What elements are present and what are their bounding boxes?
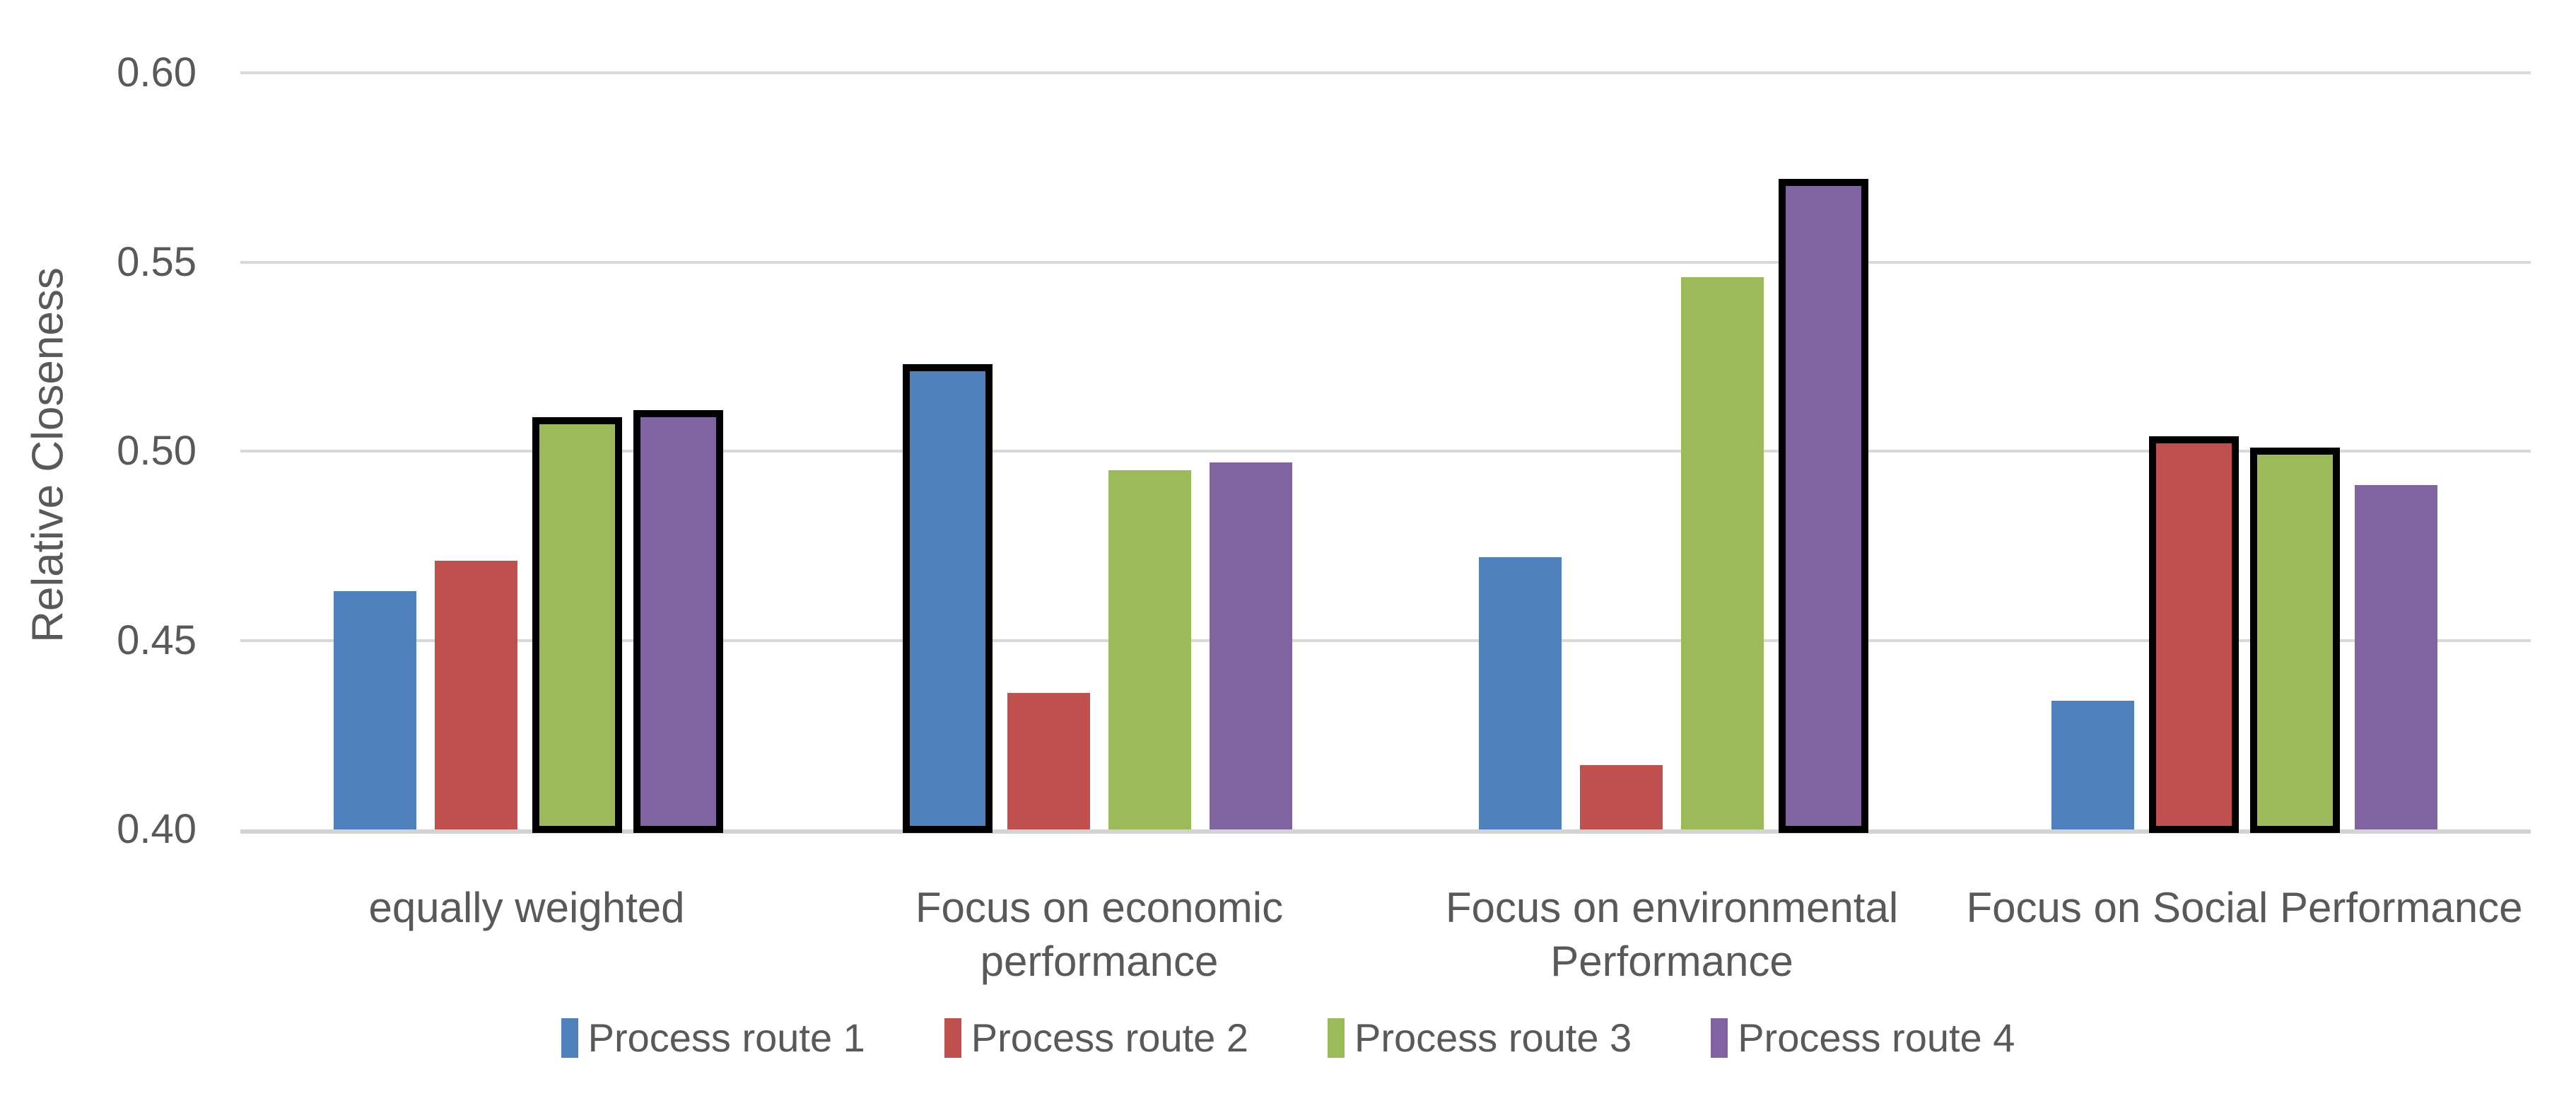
x-category-label-line: Focus on economic [915,884,1284,931]
x-category-label: equally weighted [198,881,855,935]
bar-series4-cat1 [633,409,723,833]
legend-swatch-icon [944,1018,961,1058]
gridline-0.50 [240,450,2531,453]
y-tick-label: 0.55 [117,238,197,285]
legend: Process route 1 Process route 2 Process ro… [0,1018,2576,1058]
legend-item-2: Process route 2 [944,1018,1248,1058]
legend-item-4: Process route 4 [1711,1018,2015,1058]
legend-item-3: Process route 3 [1328,1018,1632,1058]
legend-label: Process route 1 [587,1015,865,1060]
bar-series4-cat3 [1779,179,1868,833]
bar-series3-cat1 [532,417,622,833]
bar-series3-cat3 [1681,276,1764,829]
gridline-0.55 [240,260,2531,264]
x-category-label: Focus on Social Performance [1916,881,2573,935]
x-category-label-line: Performance [1550,938,1793,985]
y-tick-label: 0.60 [117,49,197,95]
y-tick-label: 0.50 [117,428,197,474]
x-category-label: Focus on environmental Performance [1343,881,2001,989]
gridline-0.60 [240,71,2531,74]
x-category-label-line: Focus on environmental [1445,884,1899,931]
bar-series1-cat4 [2051,701,2134,829]
x-category-label: Focus on economic performance [771,881,1428,989]
x-category-label-line: equally weighted [368,884,685,931]
bar-series2-cat1 [435,561,517,829]
bar-series4-cat2 [1210,462,1292,829]
bar-series1-cat2 [903,364,993,833]
legend-swatch-icon [1328,1018,1345,1058]
legend-label: Process route 2 [971,1015,1248,1060]
y-tick-label: 0.45 [117,617,197,663]
bar-series2-cat2 [1007,693,1090,829]
legend-item-1: Process route 1 [561,1018,865,1058]
bar-series4-cat4 [2355,485,2437,829]
bar-series2-cat3 [1580,765,1663,829]
bar-series3-cat2 [1108,470,1191,829]
legend-swatch-icon [561,1018,578,1058]
bar-series3-cat4 [2250,448,2340,833]
gridline-0.45 [240,639,2531,642]
y-tick-label: 0.40 [117,806,197,852]
bar-series1-cat3 [1479,556,1562,829]
legend-label: Process route 3 [1354,1015,1632,1060]
legend-label: Process route 4 [1738,1015,2015,1060]
x-axis-line [240,829,2531,834]
x-category-label-line: performance [980,938,1219,985]
x-category-label-line: Focus on Social Performance [1966,884,2523,931]
legend-swatch-icon [1711,1018,1728,1058]
bar-series1-cat1 [334,590,416,829]
bar-series2-cat4 [2149,436,2239,833]
